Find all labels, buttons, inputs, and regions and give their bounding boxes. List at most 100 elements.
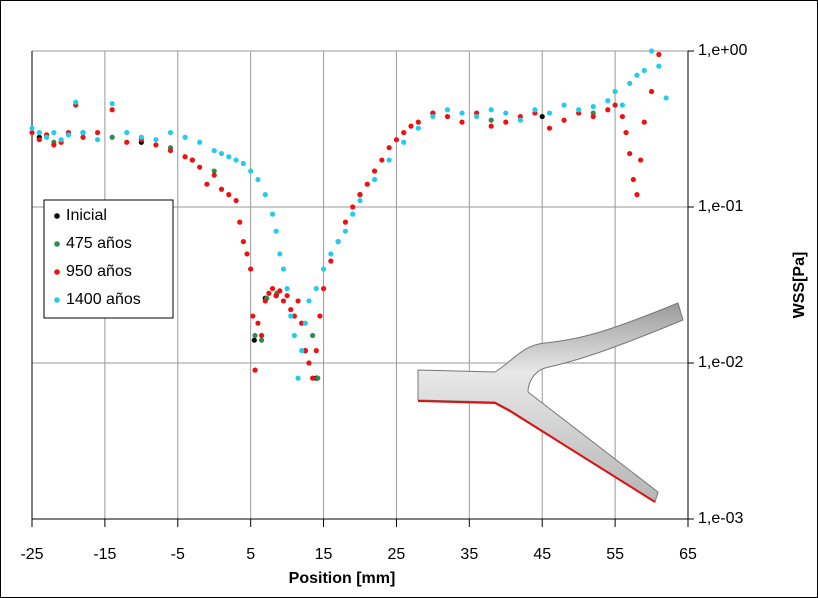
point [248, 266, 254, 272]
point [320, 285, 327, 292]
y-tick-label: 1,e-03 [698, 510, 743, 527]
point [277, 251, 283, 257]
point [262, 192, 268, 198]
point [532, 107, 538, 113]
point [273, 293, 279, 299]
point [197, 164, 203, 170]
point [182, 154, 188, 160]
point [204, 181, 210, 187]
point [350, 204, 356, 210]
plot-area: -25 -15 -5 5 15 25 35 45 55 65 1,e+00 1,e-01 1,e-02 1… [20, 42, 747, 563]
point [237, 219, 243, 225]
point [371, 176, 378, 183]
point [474, 113, 480, 120]
point [58, 137, 64, 143]
point [138, 134, 144, 140]
point [393, 137, 400, 143]
point [226, 192, 232, 198]
point [415, 119, 421, 125]
point [386, 145, 392, 151]
point [80, 129, 86, 136]
x-tick-label: 25 [388, 546, 406, 563]
point [342, 219, 349, 225]
point [634, 72, 640, 78]
point [226, 154, 232, 160]
point [590, 113, 596, 120]
legend-marker [54, 269, 60, 275]
point [357, 192, 363, 198]
x-tick-label: 45 [533, 546, 551, 563]
point [273, 228, 279, 234]
point [546, 110, 553, 116]
point [65, 132, 72, 138]
point [401, 139, 407, 145]
point [623, 129, 629, 136]
point [320, 266, 327, 272]
x-tick-label: -15 [93, 546, 116, 563]
point [284, 285, 290, 292]
point [605, 107, 611, 113]
point [539, 113, 545, 120]
point [302, 320, 308, 326]
point [638, 157, 644, 163]
vessel [417, 302, 684, 503]
legend-box [43, 199, 174, 319]
point [284, 293, 290, 299]
point [95, 129, 101, 136]
point [211, 168, 217, 174]
point [306, 298, 312, 304]
point [379, 157, 385, 163]
point [444, 107, 451, 113]
point [266, 290, 272, 296]
point [364, 181, 370, 187]
point [262, 298, 268, 304]
x-tick-label: 65 [679, 546, 697, 563]
point [619, 102, 626, 108]
point [255, 176, 261, 183]
point [240, 239, 246, 245]
point [430, 113, 436, 120]
point [459, 110, 465, 116]
y-tick-label: 1,e-01 [698, 198, 743, 215]
point [503, 110, 509, 116]
point [517, 117, 523, 123]
point [306, 360, 312, 366]
point [124, 139, 130, 145]
point [244, 251, 250, 257]
point [561, 117, 567, 123]
point [634, 192, 640, 198]
point [648, 88, 655, 95]
point [109, 101, 115, 107]
point [310, 375, 316, 381]
point [503, 119, 509, 125]
point [36, 137, 42, 143]
point [218, 150, 225, 157]
x-axis-label: Position [mm] [289, 570, 396, 587]
point [488, 123, 494, 129]
point [167, 129, 174, 136]
point [342, 228, 349, 234]
x-tick-label: -25 [20, 546, 43, 563]
point [189, 157, 195, 163]
point [252, 332, 258, 339]
point [401, 129, 407, 136]
point [590, 104, 596, 110]
point [51, 142, 57, 148]
point [109, 107, 115, 113]
x-tick-label: -5 [171, 546, 185, 563]
point [153, 142, 159, 148]
legend-label: 1400 años [66, 291, 141, 308]
legend-marker [54, 213, 60, 219]
point [605, 98, 611, 104]
point [619, 113, 626, 120]
point [357, 197, 363, 204]
point [313, 348, 319, 354]
point [259, 332, 265, 339]
legend-label: Inicial [66, 207, 107, 224]
point [291, 313, 297, 319]
point [317, 313, 323, 319]
point [335, 239, 341, 245]
point [627, 80, 633, 86]
point [386, 157, 392, 163]
